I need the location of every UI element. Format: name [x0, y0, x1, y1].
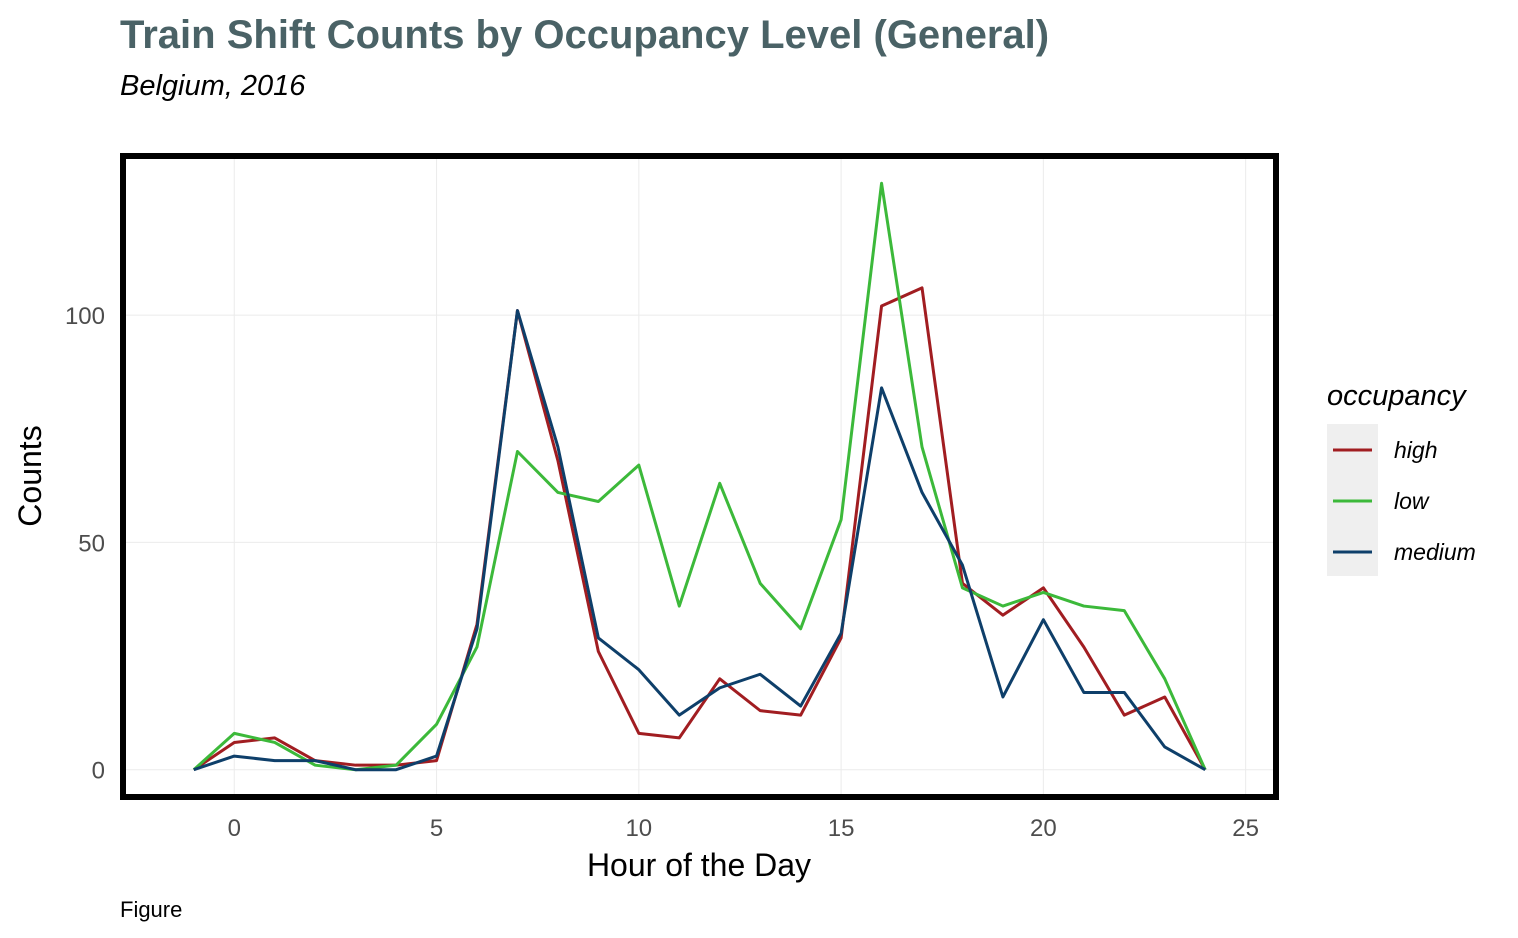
y-tick-label: 50: [78, 530, 105, 557]
legend-label-low: low: [1394, 488, 1430, 514]
y-axis-label: Counts: [12, 425, 48, 526]
series-line-low: [192, 181, 1207, 772]
panel-border: [120, 153, 1279, 800]
y-tick-label: 0: [92, 758, 105, 785]
x-tick-label: 0: [228, 815, 241, 842]
series-line-high: [192, 286, 1207, 771]
x-axis-label: Hour of the Day: [587, 847, 811, 883]
x-tick-label: 5: [430, 815, 443, 842]
y-axis-ticks: 0 50 100: [65, 303, 105, 785]
legend-title: occupancy: [1327, 380, 1467, 412]
series-line-medium: [193, 309, 1206, 772]
grid-layer: [123, 156, 1276, 797]
chart-title: Train Shift Counts by Occupancy Level (G…: [120, 13, 1049, 57]
x-axis-ticks: 0 5 10 15 20 25: [228, 815, 1259, 842]
legend-label-high: high: [1394, 437, 1437, 463]
chart-subtitle: Belgium, 2016: [120, 70, 306, 102]
y-tick-label: 100: [65, 303, 105, 330]
chart-caption: Figure: [120, 897, 182, 922]
x-tick-label: 10: [625, 815, 652, 842]
legend: occupancy high low medium: [1327, 380, 1476, 576]
series-layer: [192, 181, 1207, 772]
x-tick-label: 15: [828, 815, 855, 842]
x-tick-label: 25: [1232, 815, 1259, 842]
legend-items: high low medium: [1333, 437, 1476, 565]
x-tick-label: 20: [1030, 815, 1057, 842]
legend-label-medium: medium: [1394, 539, 1476, 565]
